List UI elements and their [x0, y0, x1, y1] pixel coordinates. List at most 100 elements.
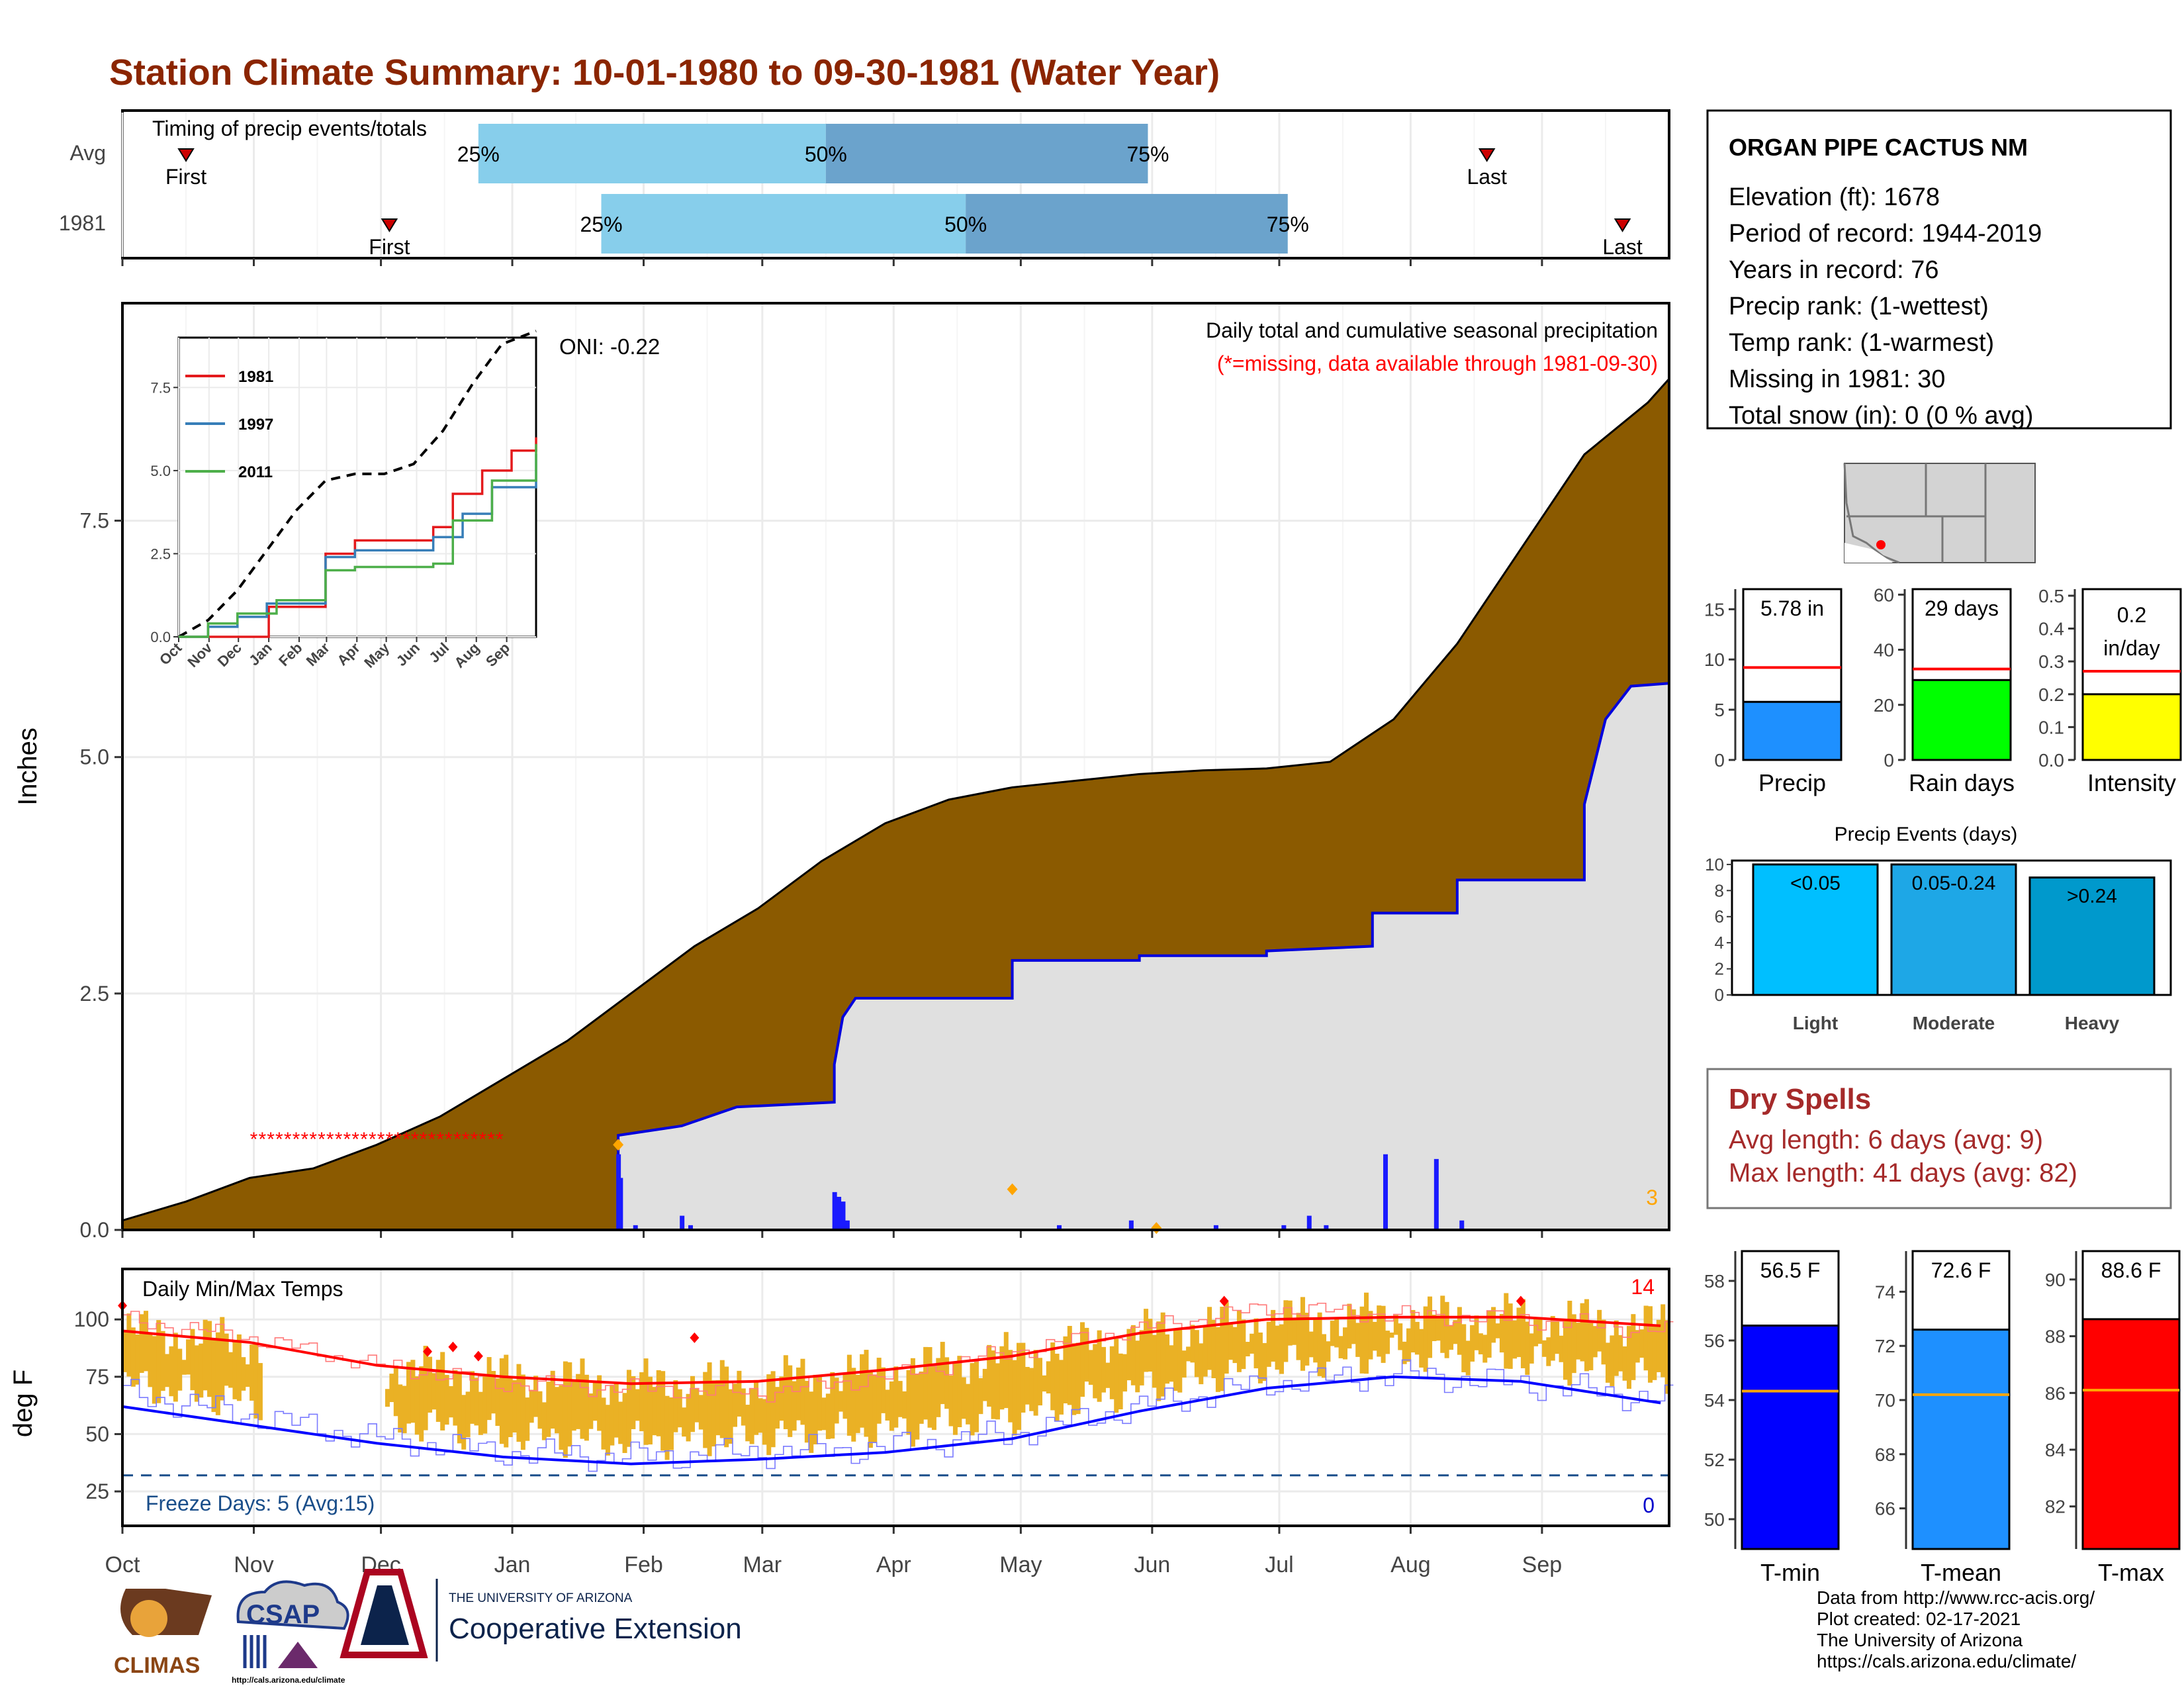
daily-temp-bar: [199, 1343, 204, 1398]
footer-credit-line: Plot created: 02-17-2021: [1817, 1609, 2021, 1629]
daily-temp-bar: [1351, 1309, 1356, 1344]
summary-bar-tick-label: 0: [1714, 750, 1725, 771]
daily-temp-bar: [419, 1366, 424, 1442]
daily-temp-bar: [165, 1354, 170, 1387]
daily-temp-bar: [571, 1381, 576, 1431]
missing-markers: * * * * * * * * * * * * * * * * * * * * * * * * * * * * * *: [250, 1129, 504, 1150]
summary-bar-value: [2081, 693, 2182, 761]
daily-temp-bar: [1021, 1342, 1026, 1413]
daily-temp-bar: [567, 1362, 572, 1447]
daily-temp-bar: [550, 1370, 555, 1429]
daily-temp-bar: [749, 1389, 754, 1444]
daily-temp-bar: [927, 1346, 933, 1428]
daily-temp-bar: [614, 1383, 619, 1438]
daily-temp-bar: [389, 1374, 394, 1403]
daily-temp-bar: [732, 1383, 737, 1427]
daily-temp-bar: [639, 1372, 645, 1432]
daily-temp-bar: [1597, 1309, 1602, 1352]
daily-temp-bar: [486, 1357, 492, 1421]
month-label: Aug: [1390, 1552, 1431, 1577]
precip-y-ticks: 0.0 2.5 5.0 7.5: [80, 509, 122, 1242]
daily-temp-bar: [211, 1340, 216, 1413]
daily-temp-bar: [631, 1376, 636, 1430]
daily-temp-bar: [647, 1376, 653, 1445]
daily-precip-bar: [1128, 1220, 1134, 1230]
summary-bar-tick-label: 0.4: [2038, 619, 2064, 639]
daily-temp-bar: [966, 1383, 971, 1425]
daily-temp-bar: [889, 1381, 894, 1431]
precip-header: Daily total and cumulative seasonal prec…: [1206, 318, 1658, 342]
daily-temp-bar: [800, 1358, 805, 1425]
daily-temp-bar: [135, 1334, 140, 1385]
daily-temp-bar: [148, 1333, 153, 1387]
daily-temp-bar: [1643, 1305, 1649, 1371]
daily-temp-bar: [427, 1356, 432, 1413]
daily-temp-bar: [668, 1397, 674, 1450]
precip-panel: * * * * * * * * * * * * * * * * * * * * * * * * * * * * * * 0.02.55.0…: [13, 302, 1670, 1242]
precip-events-tick-label: 0: [1715, 985, 1724, 1005]
precip-panel-frame: [121, 302, 1670, 1231]
daily-temp-bar: [635, 1389, 640, 1421]
summary-bar-value: [1742, 700, 1843, 761]
daily-temp-bar: [745, 1405, 751, 1442]
daily-temp-bar: [385, 1389, 390, 1407]
missing-day-marker: *: [420, 1129, 428, 1150]
daily-temp-bar: [1474, 1315, 1479, 1350]
daily-temp-bar: [1321, 1334, 1326, 1378]
daily-temp-bar: [169, 1346, 174, 1397]
daily-temp-bar: [1042, 1375, 1047, 1392]
daily-temp-bar: [1512, 1320, 1518, 1359]
daily-temp-bar: [1334, 1318, 1340, 1348]
precip-events-tick-label: 4: [1715, 933, 1724, 953]
daily-temp-bar: [1271, 1309, 1276, 1362]
record-high-marker: [1219, 1295, 1229, 1307]
daily-temp-bar: [449, 1386, 454, 1418]
daily-temp-bar: [834, 1378, 839, 1424]
dry-spells-box: Dry Spells Avg length: 6 days (avg: 9) M…: [1706, 1068, 2172, 1209]
daily-temp-bar: [126, 1313, 132, 1377]
precip-event-range: <0.05: [1790, 872, 1841, 894]
daily-temp-bar: [236, 1334, 242, 1401]
daily-temp-bar: [1495, 1323, 1500, 1338]
precip-events-tick-label: 6: [1715, 907, 1724, 927]
daily-temp-bar: [1440, 1295, 1445, 1353]
dry-spells-avg: Avg length: 6 days (avg: 9): [1729, 1125, 2043, 1154]
temp-y-tick-label: 75: [85, 1365, 109, 1389]
daily-temp-bar: [715, 1380, 721, 1436]
station-detail-line: Elevation (ft): 1678: [1729, 183, 1940, 211]
daily-temp-bar: [652, 1387, 657, 1436]
daily-temp-bar: [160, 1331, 165, 1391]
daily-temp-bar: [1215, 1327, 1220, 1392]
daily-temp-bar: [1567, 1300, 1572, 1386]
station-info-box: ORGAN PIPE CACTUS NM Elevation (ft): 167…: [1706, 109, 2172, 430]
daily-temp-bar: [474, 1378, 479, 1426]
daily-temp-bar: [1478, 1333, 1483, 1354]
daily-temp-bar: [1398, 1323, 1403, 1350]
daily-temp-bar: [1156, 1321, 1161, 1401]
daily-temp-bar: [893, 1366, 899, 1428]
daily-precip-bar: [1433, 1158, 1439, 1230]
daily-precip-bar: [1324, 1225, 1329, 1230]
daily-temp-bar: [1308, 1331, 1314, 1358]
daily-temp-bar: [563, 1361, 568, 1458]
daily-temp-bar: [915, 1374, 920, 1440]
precip-missing-note: (*=missing, data available through 1981-…: [1217, 352, 1658, 375]
daily-temp-bar: [537, 1391, 543, 1429]
daily-temp-bar: [1207, 1307, 1212, 1370]
daily-temp-bar: [766, 1374, 772, 1456]
daily-temp-bar: [580, 1358, 585, 1439]
footer-credit-line: Data from http://www.rcc-acis.org/: [1817, 1587, 2095, 1608]
month-label: Sep: [1522, 1552, 1563, 1577]
daily-temp-bar: [1610, 1335, 1615, 1387]
daily-temp-bar: [453, 1370, 458, 1426]
daily-temp-bar: [1203, 1325, 1208, 1377]
daily-temp-bar: [1063, 1336, 1068, 1404]
record-high-marker: [448, 1341, 458, 1352]
temp-count-bottom: 0: [1643, 1493, 1655, 1517]
csap-mountain: [278, 1642, 318, 1668]
daily-temp-bar: [957, 1356, 962, 1427]
quartile-75-label: 75%: [1267, 212, 1309, 236]
daily-temp-bar: [1003, 1332, 1009, 1409]
daily-temp-bar: [533, 1376, 539, 1417]
precip-event-range: 0.05-0.24: [1912, 872, 1996, 894]
